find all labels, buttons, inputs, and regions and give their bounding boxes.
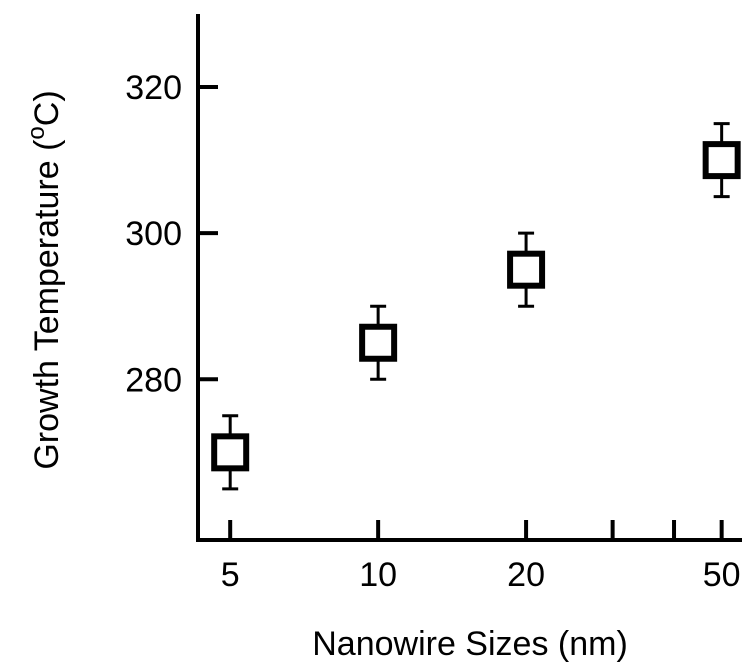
y-tick-label: 320 bbox=[125, 69, 182, 107]
data-point bbox=[702, 122, 741, 199]
x-tick-label: 20 bbox=[507, 556, 545, 594]
square-marker bbox=[507, 250, 546, 289]
data-point bbox=[211, 414, 250, 491]
data-point bbox=[507, 231, 546, 308]
square-marker bbox=[211, 433, 250, 472]
y-tick-label: 300 bbox=[125, 215, 182, 253]
y-tick-label: 280 bbox=[125, 361, 182, 399]
data-points bbox=[211, 122, 741, 491]
y-axis-title: Growth Temperature (oC) bbox=[23, 90, 66, 469]
data-point bbox=[359, 304, 398, 381]
x-tick-label: 5 bbox=[221, 556, 240, 594]
square-marker bbox=[702, 141, 741, 180]
square-marker bbox=[359, 323, 398, 362]
x-tick-label: 50 bbox=[703, 556, 741, 594]
y-axis-title-suffix: C) bbox=[28, 90, 66, 126]
y-axis-ticks: 280 300 320 bbox=[125, 69, 218, 399]
plot-area: 280 300 320 5 10 20 50 bbox=[125, 14, 742, 594]
y-axis-title-prefix: Growth Temperature ( bbox=[28, 139, 66, 470]
x-tick-label: 10 bbox=[359, 556, 397, 594]
x-axis-ticks: 5 10 20 50 bbox=[221, 520, 741, 594]
y-axis-title-degree: o bbox=[23, 126, 50, 139]
x-axis-title: Nanowire Sizes (nm) bbox=[312, 625, 628, 663]
